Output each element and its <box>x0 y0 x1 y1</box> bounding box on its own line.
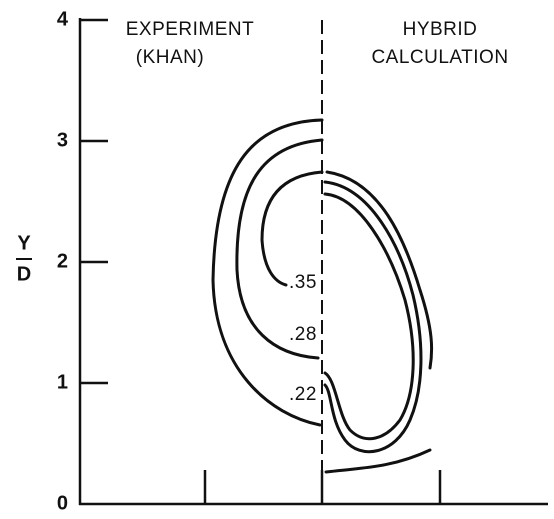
y-label: Y <box>17 232 31 254</box>
contour <box>211 118 324 427</box>
y-tick-label: 1 <box>57 371 68 393</box>
contour <box>323 180 423 454</box>
y-tick-label: 3 <box>57 129 68 151</box>
contour <box>323 192 415 441</box>
y-tick-label: 4 <box>57 8 69 30</box>
annotation: CALCULATION <box>371 47 508 68</box>
contour <box>260 170 324 287</box>
contour-label: .35 <box>289 272 317 293</box>
contour <box>325 170 434 370</box>
y-tick-label: 0 <box>57 492 68 514</box>
annotation: (KHAN) <box>136 47 204 68</box>
y-label: D <box>17 263 31 285</box>
y-tick-label: 2 <box>57 250 68 272</box>
contour-label: .28 <box>289 324 317 345</box>
annotation: HYBRID <box>403 19 478 40</box>
annotation: EXPERIMENT <box>126 19 255 40</box>
contour <box>324 448 432 474</box>
contour <box>235 138 324 360</box>
contour-label: .22 <box>289 384 317 405</box>
